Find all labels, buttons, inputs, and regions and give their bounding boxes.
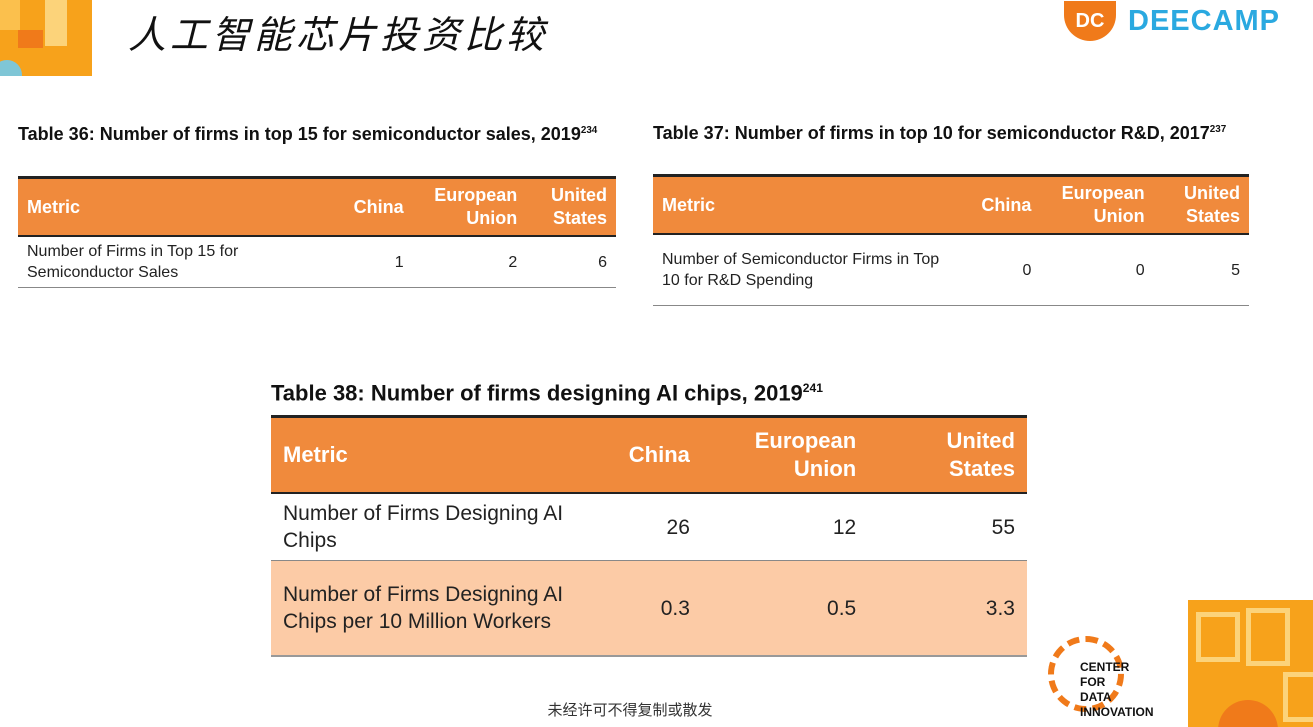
eu-value: 12 (701, 493, 869, 561)
col-china: China (328, 176, 413, 237)
metric-cell: Number of Firms Designing AI Chips per 1… (271, 560, 604, 657)
col-eu: European Union (1040, 174, 1154, 235)
col-us: United States (1153, 174, 1249, 235)
china-value: 1 (328, 236, 413, 288)
us-value: 55 (868, 493, 1027, 561)
metric-cell: Number of Firms in Top 15 for Semiconduc… (18, 236, 329, 288)
metric-cell: Number of Firms Designing AI Chips (271, 493, 604, 561)
table37-caption: Table 37: Number of firms in top 10 for … (653, 123, 1227, 143)
col-metric: Metric (653, 174, 957, 235)
us-value: 6 (526, 236, 616, 288)
eu-value: 0 (1040, 234, 1154, 306)
china-value: 0 (956, 234, 1041, 306)
eu-value: 0.5 (701, 560, 869, 657)
deecamp-logo-text: DEECAMP (1128, 4, 1281, 37)
col-eu: European Union (701, 415, 869, 494)
table38: Metric China European Union United State… (271, 415, 1027, 657)
table36-caption: Table 36: Number of firms in top 15 for … (18, 124, 598, 144)
page-title: 人工智能芯片投资比较 (128, 13, 549, 57)
table-row: Number of Semiconductor Firms in Top 10 … (653, 234, 1249, 306)
deecamp-logo-icon: DC (1064, 1, 1116, 41)
cdi-logo-line: FOR (1080, 675, 1106, 689)
cdi-logo-line: CENTER (1080, 660, 1130, 674)
eu-value: 2 (412, 236, 527, 288)
cdi-logo-line: INNOVATION (1080, 705, 1154, 719)
corner-decoration (1188, 600, 1313, 727)
corner-decoration (0, 0, 92, 76)
table36-footnote: 234 (580, 125, 598, 136)
col-metric: Metric (18, 176, 329, 237)
table37-footnote: 237 (1209, 124, 1227, 135)
deecamp-logo: DC DEECAMP (1064, 0, 1280, 42)
us-value: 3.3 (868, 560, 1027, 657)
table-header-row: Metric China European Union United State… (271, 415, 1027, 494)
table38-caption: Table 38: Number of firms designing AI c… (271, 380, 823, 406)
col-eu: European Union (412, 176, 527, 237)
metric-cell: Number of Semiconductor Firms in Top 10 … (653, 234, 957, 306)
china-value: 0.3 (603, 560, 702, 657)
cdi-ring-icon (1048, 636, 1124, 712)
col-metric: Metric (271, 415, 604, 494)
col-china: China (956, 174, 1041, 235)
col-china: China (603, 415, 702, 494)
table-row: Number of Firms in Top 15 for Semiconduc… (18, 236, 616, 288)
table-header-row: Metric China European Union United State… (653, 174, 1249, 235)
table36: Metric China European Union United State… (18, 176, 616, 288)
center-for-data-innovation-logo: CENTER FOR DATA INNOVATION (1048, 634, 1178, 724)
table38-footnote: 241 (802, 381, 823, 395)
copyright-notice: 未经许可不得复制或散发 (547, 701, 713, 719)
cdi-logo-line: DATA (1080, 690, 1112, 704)
table-row: Number of Firms Designing AI Chips per 1… (271, 560, 1027, 657)
china-value: 26 (603, 493, 702, 561)
table37: Metric China European Union United State… (653, 174, 1249, 306)
table-header-row: Metric China European Union United State… (18, 176, 616, 237)
us-value: 5 (1153, 234, 1249, 306)
col-us: United States (526, 176, 616, 237)
table-row: Number of Firms Designing AI Chips 26 12… (271, 493, 1027, 561)
col-us: United States (868, 415, 1027, 494)
